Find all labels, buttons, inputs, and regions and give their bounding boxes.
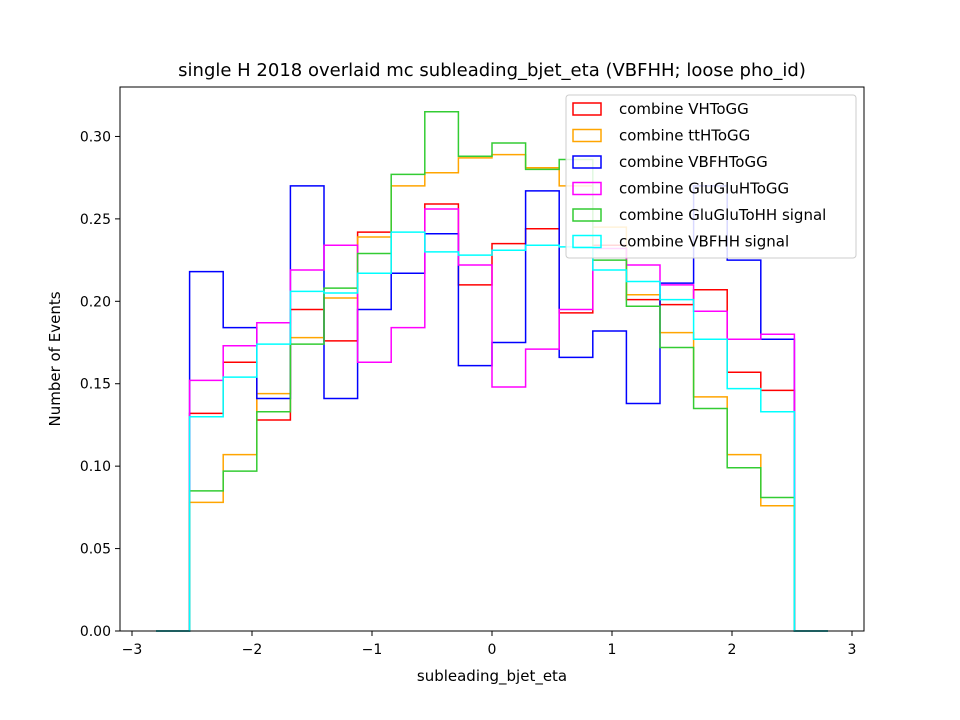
x-axis-label: subleading_bjet_eta [417, 667, 567, 686]
y-tick-label: 0.30 [80, 129, 111, 145]
x-tick-label: 3 [848, 642, 857, 658]
series-line-0 [156, 203, 828, 632]
series-layer [156, 110, 828, 632]
x-tick-label: 2 [728, 642, 737, 658]
legend-label-1: combine ttHToGG [619, 127, 750, 145]
y-tick-label: 0.15 [80, 377, 111, 393]
x-tick-label: −1 [362, 642, 383, 658]
legend-box [565, 94, 857, 259]
y-axis: 0.00 0.05 0.10 0.15 0.20 0.25 0.30 [80, 129, 120, 640]
x-tick-label: 0 [488, 642, 497, 658]
y-tick-label: 0.00 [80, 624, 111, 640]
series-line-5 [156, 231, 828, 632]
legend-swatch-2 [572, 155, 602, 169]
legend-label-4: combine GluGluToHH signal [619, 206, 826, 224]
legend-label-0: combine VHToGG [619, 100, 749, 118]
x-tick-label: −3 [122, 642, 143, 658]
legend-swatch-5 [572, 234, 602, 249]
legend-swatch-0 [572, 102, 602, 116]
x-axis: −3 −2 −1 0 1 2 3 [122, 631, 857, 658]
series-line-4 [156, 110, 828, 632]
x-tick-label: −2 [242, 642, 263, 658]
y-axis-label: Number of Events [46, 291, 64, 426]
y-tick-label: 0.25 [80, 212, 111, 228]
legend-label-3: combine GluGluHToGG [619, 180, 789, 198]
legend-swatch-1 [572, 128, 602, 143]
legend: combine VHToGG combine ttHToGG combine VBF… [565, 94, 857, 259]
y-tick-label: 0.05 [80, 542, 111, 558]
legend-label-5: combine VBFHH signal [619, 233, 789, 251]
legend-swatch-4 [572, 208, 602, 222]
chart-title: single H 2018 overlaid mc subleading_bje… [178, 60, 806, 81]
y-tick-label: 0.10 [80, 459, 111, 475]
series-line-3 [156, 208, 828, 632]
legend-label-2: combine VBFHToGG [619, 153, 768, 171]
x-tick-label: 1 [608, 642, 617, 658]
y-tick-label: 0.20 [80, 294, 111, 310]
legend-swatch-3 [572, 181, 602, 196]
